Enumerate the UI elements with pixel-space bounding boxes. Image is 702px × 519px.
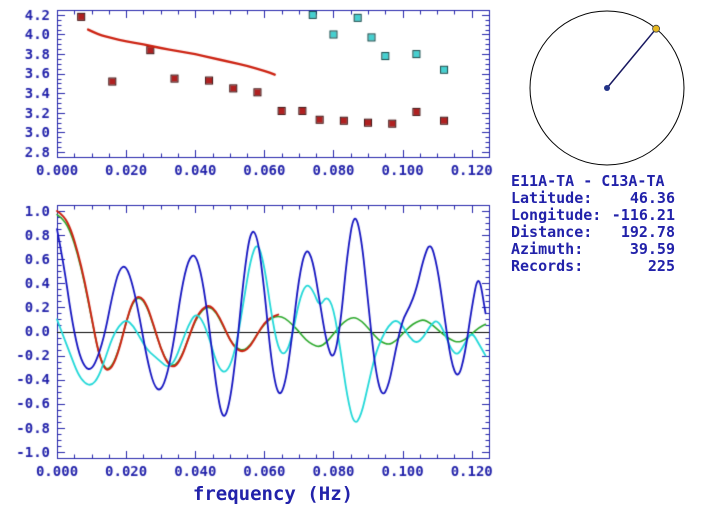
latitude-value: 46.36 (629, 189, 675, 207)
azimuth-circle-icon (529, 10, 685, 166)
cross-spectrum-plot (0, 190, 500, 490)
longitude-label: Longitude: (511, 206, 602, 224)
info-row-azimuth: Azimuth: 39.59 (511, 241, 675, 258)
info-row-latitude: Latitude: 46.36 (511, 190, 675, 207)
x-axis-title: frequency (Hz) (192, 483, 354, 505)
station-info-panel: E11A-TA - C13A-TA Latitude: 46.36 Longit… (511, 173, 675, 275)
azimuth-dial (529, 10, 685, 166)
dial-center-dot-icon (604, 85, 610, 91)
info-row-longitude: Longitude: -116.21 (511, 207, 675, 224)
latitude-label: Latitude: (511, 189, 593, 207)
station-pair-title: E11A-TA - C13A-TA (511, 172, 665, 190)
info-row-records: Records: 225 (511, 258, 675, 275)
longitude-value: -116.21 (611, 206, 675, 224)
records-value: 225 (647, 257, 675, 275)
dial-endpoint-dot-icon (652, 24, 661, 33)
distance-value: 192.78 (620, 223, 675, 241)
info-row-distance: Distance: 192.78 (511, 224, 675, 241)
distance-label: Distance: (511, 223, 593, 241)
dispersion-scatter-plot (0, 0, 500, 185)
azimuth-label: Azimuth: (511, 240, 584, 258)
records-label: Records: (511, 257, 584, 275)
azimuth-value: 39.59 (629, 240, 675, 258)
azimuth-needle-icon (606, 28, 657, 89)
